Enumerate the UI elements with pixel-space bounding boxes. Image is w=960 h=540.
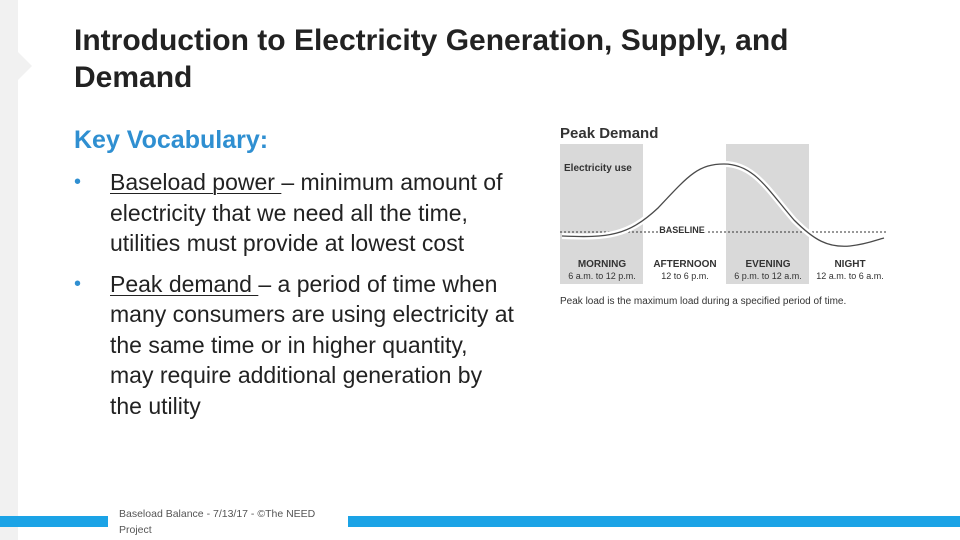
definition-peak-demand: – a period of time when many consumers a… xyxy=(110,270,514,419)
period-band-morning xyxy=(560,144,643,284)
vocabulary-list: • Baseload power – minimum amount of ele… xyxy=(74,167,514,431)
period-time-night: 12 a.m. to 6 a.m. xyxy=(816,271,884,281)
diagram-title: Peak Demand xyxy=(560,125,658,142)
footer-accent-bar-right xyxy=(348,516,960,527)
footer-accent-bar-left xyxy=(0,516,108,527)
period-label-morning: MORNING xyxy=(578,259,627,270)
definition-baseload-power: – minimum amount of electricity that we … xyxy=(110,169,503,256)
period-label-afternoon: AFTERNOON xyxy=(653,259,716,270)
key-vocabulary-heading: Key Vocabulary: xyxy=(74,126,269,154)
period-time-evening: 6 p.m. to 12 a.m. xyxy=(734,271,802,281)
vocabulary-item-baseload: • Baseload power – minimum amount of ele… xyxy=(74,167,514,259)
vocabulary-item-peak-demand: • Peak demand – a period of time when ma… xyxy=(74,269,514,422)
period-time-afternoon: 12 to 6 p.m. xyxy=(661,271,709,281)
footer-text: Baseload Balance - 7/13/17 - ©The NEED P… xyxy=(119,508,316,536)
term-peak-demand: Peak demand xyxy=(110,270,259,297)
demand-curve-outline xyxy=(561,163,885,247)
period-band-night xyxy=(809,144,886,284)
left-notch-arrow xyxy=(18,52,32,80)
period-label-evening: EVENING xyxy=(745,259,790,270)
baseline-label: BASELINE xyxy=(659,225,705,235)
slide-title: Introduction to Electricity Generation, … xyxy=(74,24,789,94)
period-label-night: NIGHT xyxy=(834,259,865,270)
peak-demand-diagram: Peak Demand Electricity use BASELINE MOR… xyxy=(560,125,886,307)
bullet-icon: • xyxy=(74,171,82,193)
y-axis-label: Electricity use xyxy=(564,163,632,174)
left-decorative-strip xyxy=(0,0,18,540)
diagram-caption: Peak load is the maximum load during a s… xyxy=(560,296,846,307)
bullet-icon: • xyxy=(74,272,82,295)
term-baseload-power: Baseload power xyxy=(110,169,282,195)
period-time-morning: 6 a.m. to 12 p.m. xyxy=(568,271,636,281)
